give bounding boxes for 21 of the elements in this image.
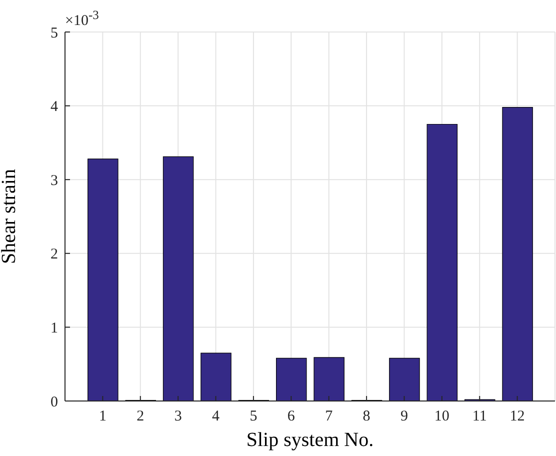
x-tick-label: 6 (287, 408, 296, 425)
y-axis-title: Shear strain (0, 169, 20, 264)
y-tick-label: 5 (50, 25, 58, 42)
x-tick-label: 12 (510, 408, 525, 425)
x-axis-title: Slip system No. (246, 429, 374, 451)
x-tick-label: 5 (250, 408, 258, 425)
text: ×10$^{-3}$ (65, 8, 99, 30)
x-tick-label: 10 (434, 408, 450, 425)
y-tick-label: 0 (50, 394, 58, 410)
x-tick-label: 11 (472, 408, 487, 425)
y-tick-label: 4 (50, 99, 58, 116)
x-tick-label: 1 (98, 408, 106, 425)
y-tick-label: 3 (50, 172, 58, 189)
x-tick-label: 4 (212, 408, 220, 425)
x-tick-label: 2 (136, 408, 144, 425)
x-tick-label: 3 (174, 408, 182, 425)
x-tick-label: 7 (325, 408, 334, 425)
x-tick-label: 9 (400, 408, 408, 425)
y-tick-label: 2 (50, 246, 58, 263)
x-tick-label: 8 (362, 408, 370, 425)
y-tick-label: 1 (50, 320, 58, 337)
